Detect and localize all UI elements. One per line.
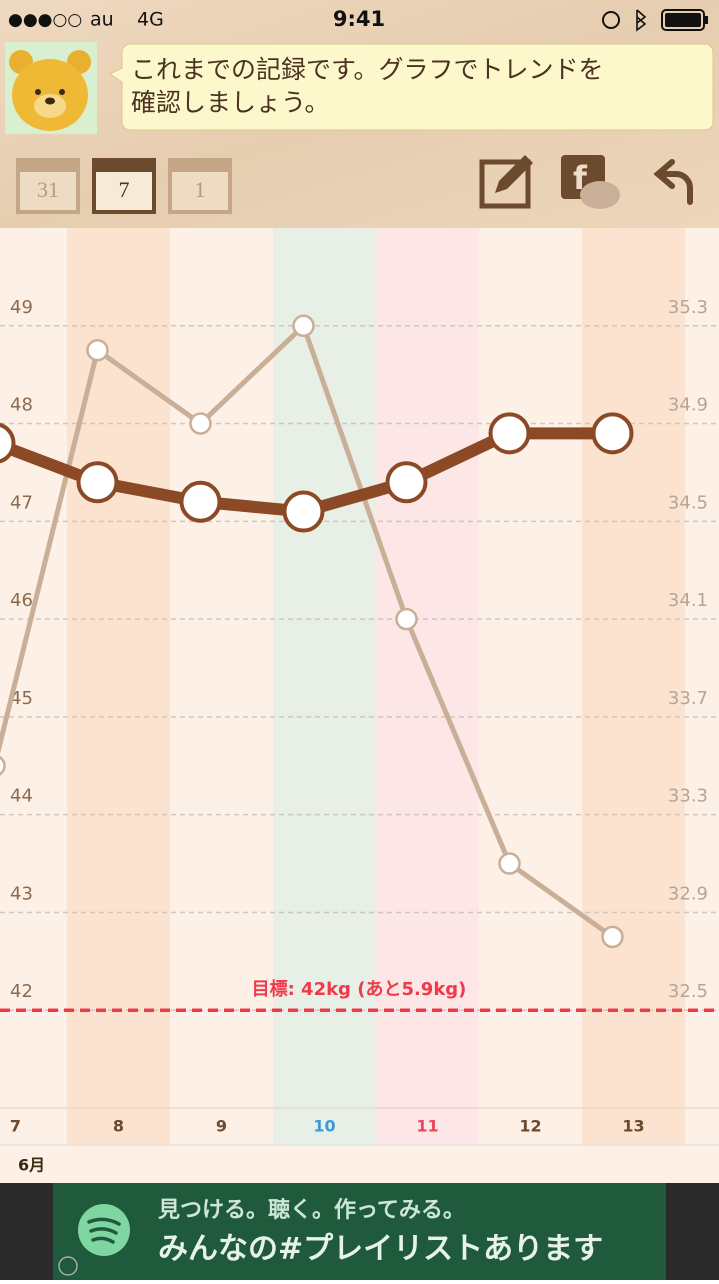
y2-tick-label: 33.3 — [668, 786, 708, 807]
data-point — [385, 461, 428, 504]
calendar-top — [94, 160, 154, 172]
calendar-label: 1 — [195, 177, 206, 202]
battery — [602, 9, 708, 32]
data-point — [179, 480, 222, 523]
data-point — [189, 412, 212, 435]
data-point — [488, 412, 531, 455]
y-tick-label: 48 — [10, 395, 33, 416]
y2-tick-label: 32.5 — [668, 981, 708, 1002]
y-tick-label: 49 — [10, 297, 33, 318]
x-tick-label: 12 — [519, 1117, 541, 1136]
y2-tick-label: 32.9 — [668, 883, 708, 904]
x-tick-label: 10 — [313, 1117, 335, 1136]
y2-tick-label: 33.7 — [668, 688, 708, 709]
y-tick-label: 43 — [10, 883, 33, 904]
data-point — [292, 314, 315, 338]
calendar-top — [18, 160, 78, 172]
carrier: au — [90, 9, 114, 31]
edit-button[interactable] — [479, 155, 533, 209]
data-point — [282, 490, 325, 533]
y-tick-label: 42 — [10, 981, 33, 1002]
day-column — [170, 228, 273, 1145]
y2-tick-label: 34.1 — [668, 590, 708, 611]
y2-tick-label: 34.5 — [668, 492, 708, 513]
ad-line: 見つける。聴く。作ってみる。 — [158, 1198, 465, 1223]
day-column — [479, 228, 582, 1145]
data-point — [591, 412, 634, 455]
data-point — [395, 607, 418, 631]
chart: 7 8 9 10 11 12 13 49 48 47 46 45 44 43 42 35.3 34.9 34.5 3… — [0, 228, 719, 1145]
data-point — [498, 852, 521, 875]
x-tick-label: 11 — [416, 1117, 438, 1136]
speech-bubble — [109, 43, 714, 131]
data-point — [0, 755, 6, 776]
calendar-buttons[interactable]: 31 7 1 — [16, 158, 232, 214]
month-label: 6月 — [18, 1156, 45, 1175]
message-line: 確認しましょう。 — [131, 88, 330, 117]
data-point — [76, 461, 119, 504]
x-tick-label: 13 — [622, 1117, 644, 1136]
data-point — [0, 422, 16, 464]
signal: ●●●○○ — [8, 10, 82, 30]
calendar-button[interactable]: 1 — [168, 158, 232, 214]
back-button[interactable] — [653, 159, 693, 205]
y-tick-label: 44 — [10, 786, 33, 807]
day-column — [376, 228, 479, 1145]
month-row — [0, 1145, 719, 1183]
network: 4G — [137, 9, 164, 31]
calendar-button[interactable]: 7 — [92, 158, 156, 214]
y-tick-label: 45 — [10, 688, 33, 709]
ad-line: みんなの#プレイリストあります — [158, 1232, 603, 1267]
y-tick-label: 47 — [10, 492, 33, 513]
y2-tick-label: 34.9 — [668, 395, 708, 416]
calendar-button[interactable]: 31 — [16, 158, 80, 214]
x-tick-label: 9 — [216, 1117, 227, 1136]
y-tick-label: 46 — [10, 590, 33, 611]
ad-banner[interactable]: 見つける。聴く。作ってみる。 みんなの#プレイリストあります — [53, 1183, 666, 1280]
bear-avatar — [5, 42, 97, 134]
message-line: これまでの記録です。グラフでトレンドを — [131, 55, 604, 84]
y2-tick-label: 35.3 — [668, 297, 708, 318]
calendar-label: 7 — [119, 177, 130, 202]
share-button[interactable]: f — [561, 155, 620, 209]
x-tick-label: 8 — [113, 1117, 124, 1136]
clock: 9:41 — [333, 7, 385, 31]
day-column — [67, 228, 170, 1145]
calendar-top — [170, 160, 230, 172]
goal-label: 目標: 42kg (あと5.9kg) — [252, 978, 467, 1000]
calendar-label: 31 — [37, 177, 59, 202]
x-tick-label: 7 — [10, 1117, 21, 1136]
data-point — [86, 338, 109, 362]
day-column — [0, 228, 67, 1145]
day-column — [273, 228, 376, 1145]
day-column — [582, 228, 685, 1145]
data-point — [601, 925, 624, 949]
